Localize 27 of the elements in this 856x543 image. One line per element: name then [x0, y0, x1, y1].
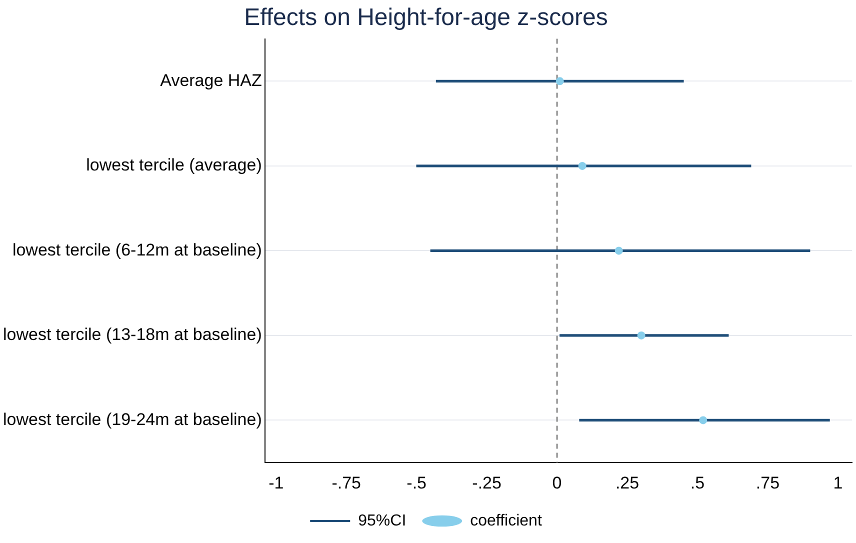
bar: [430, 249, 810, 252]
point: [614, 246, 623, 255]
x-tick-label: -.75: [332, 473, 362, 492]
bar: [560, 334, 729, 337]
x-tick-label: .75: [756, 473, 780, 492]
bar: [436, 80, 684, 83]
x-tick-label: -.25: [472, 473, 502, 492]
y-tick-label: lowest tercile (6-12m at baseline): [12, 240, 262, 260]
x-tick-label: 1: [833, 473, 843, 492]
y-tick-label: lowest tercile (average): [86, 156, 262, 175]
point: [556, 77, 564, 86]
x-tick-label: 0: [552, 473, 562, 492]
y-tick-label: Average HAZ: [160, 70, 262, 90]
chart-title: Effects on Height-for-age z-scores: [244, 4, 608, 32]
x-tick-label: .5: [690, 473, 705, 492]
y-tick-label: lowest tercile (13-18m at baseline): [2, 325, 262, 344]
legend-label: 95%CI: [358, 512, 406, 530]
x-tick-label: -.5: [406, 473, 427, 492]
y-tick-label: lowest tercile (19-24m at baseline): [2, 410, 262, 429]
point: [578, 162, 586, 170]
point: [699, 416, 708, 424]
x-tick-label: -1: [268, 473, 284, 492]
bar: [416, 164, 752, 168]
x-tick-label: .25: [615, 473, 640, 492]
legend-label: coefficient: [470, 512, 542, 530]
point: [637, 331, 646, 340]
bar: [579, 418, 830, 422]
